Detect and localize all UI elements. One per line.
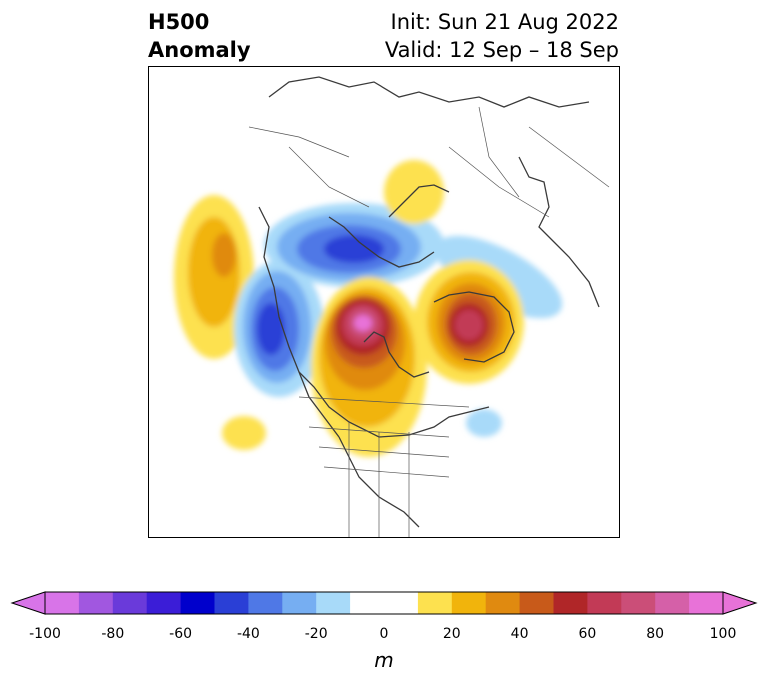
- political-borders: [248, 106, 610, 537]
- valid-range: Valid: 12 Sep – 18 Sep: [384, 38, 619, 62]
- colorbar-segment: [350, 592, 385, 614]
- title-line-2: Anomaly: [148, 38, 251, 62]
- colorbar-tick-label: -80: [101, 626, 125, 642]
- colorbar-extend-high: [722, 591, 758, 615]
- colorbar-segment: [112, 592, 148, 614]
- colorbar-tick-label: -20: [304, 626, 328, 642]
- colorbar-extend-low: [10, 591, 46, 615]
- colorbar-segment: [587, 592, 622, 614]
- colorbar-segment: [621, 592, 656, 614]
- colorbar-segment: [180, 592, 215, 614]
- arctic-trough-3: [324, 235, 384, 263]
- colorbar-segment: [146, 592, 182, 614]
- colorbar-segment: [384, 592, 419, 614]
- colorbar-segment: [316, 592, 351, 614]
- hudson-ridge-7: [354, 315, 372, 331]
- colorbar-outline: [44, 591, 724, 615]
- colorbar-tick-label: 80: [646, 626, 665, 642]
- anomaly-map: [148, 66, 620, 538]
- colorbar-segment: [519, 592, 554, 614]
- colorbar-tick-label: -100: [29, 626, 61, 642]
- colorbar-segment: [248, 592, 283, 614]
- colorbar-tick-label: 60: [578, 626, 597, 642]
- colorbar-segment: [451, 592, 487, 614]
- colorbar-tick-label: -60: [169, 626, 193, 642]
- subtropic-ridge: [222, 416, 266, 450]
- colorbar-segment: [417, 592, 453, 614]
- colorbar-segment: [45, 592, 80, 614]
- title-line-1: H500: [148, 10, 210, 34]
- anomaly-contours: [174, 160, 563, 457]
- colorbar-segment: [689, 592, 724, 614]
- colorbar-segment: [485, 592, 521, 614]
- pacific-ridge-core: [188, 217, 240, 327]
- greenland-ridge-5: [455, 310, 483, 340]
- colorbar-tick-label: 100: [709, 626, 737, 642]
- colorbar-segment: [282, 592, 317, 614]
- atlantic-trough: [466, 409, 502, 437]
- colorbar-tick-label: -40: [236, 626, 260, 642]
- colorbar: [10, 591, 758, 615]
- init-date: Init: Sun 21 Aug 2022: [390, 10, 619, 34]
- colorbar-segment: [655, 592, 690, 614]
- colorbar-segment: [78, 592, 114, 614]
- map-title: H500 Anomaly: [148, 8, 251, 64]
- colorbar-tick-label: 0: [379, 626, 389, 642]
- alaska-trough-3: [257, 303, 285, 355]
- colorbar-segments: [10, 591, 758, 615]
- colorbar-tick-label: 20: [442, 626, 461, 642]
- forecast-dates: Init: Sun 21 Aug 2022 Valid: 12 Sep – 18…: [385, 8, 619, 64]
- pacific-ridge-peak: [212, 233, 236, 277]
- colorbar-unit: m: [374, 648, 394, 672]
- colorbar-tick-label: 40: [510, 626, 529, 642]
- coastlines: [258, 76, 600, 528]
- colorbar-segment: [214, 592, 249, 614]
- colorbar-segment: [553, 592, 588, 614]
